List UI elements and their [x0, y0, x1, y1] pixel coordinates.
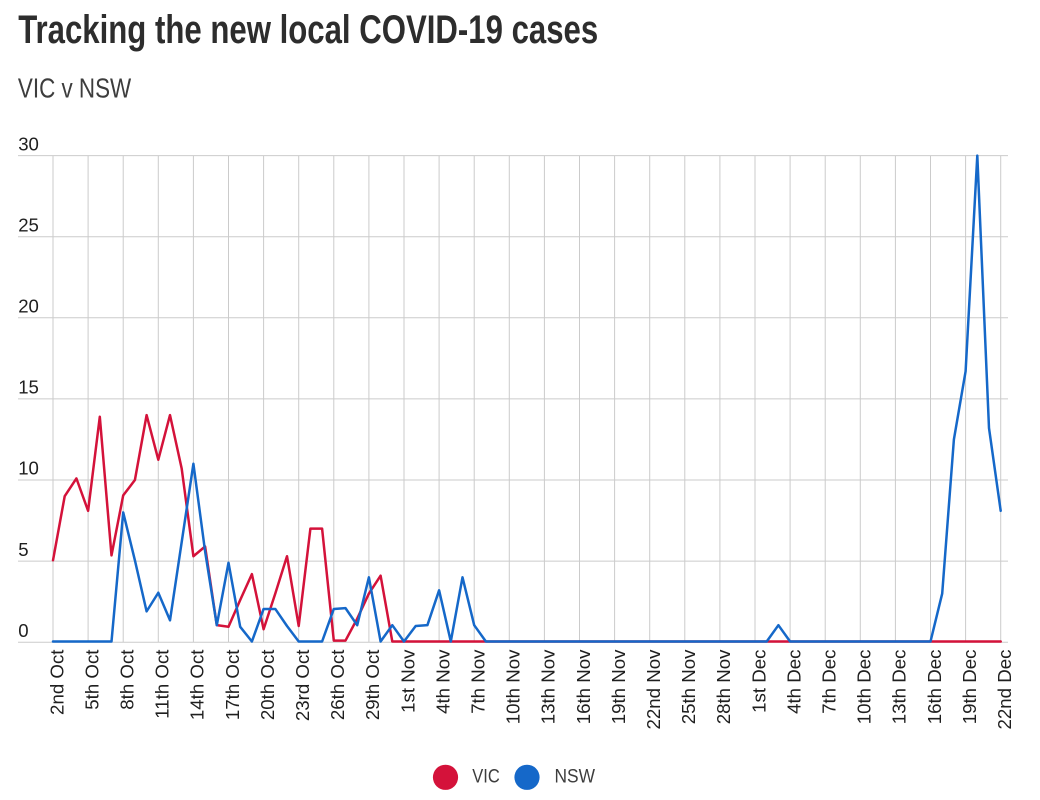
svg-text:13th Nov: 13th Nov — [538, 649, 559, 724]
svg-text:10: 10 — [18, 458, 39, 479]
svg-text:19th Nov: 19th Nov — [608, 649, 629, 724]
svg-text:29th Oct: 29th Oct — [362, 649, 383, 720]
svg-text:16th Dec: 16th Dec — [924, 650, 945, 725]
svg-text:25: 25 — [18, 214, 39, 235]
svg-text:10th Dec: 10th Dec — [854, 650, 875, 725]
svg-text:4th Dec: 4th Dec — [783, 650, 804, 714]
svg-text:17th Oct: 17th Oct — [222, 649, 243, 720]
svg-text:7th Nov: 7th Nov — [468, 649, 489, 714]
svg-text:23rd Oct: 23rd Oct — [292, 649, 313, 721]
svg-text:20: 20 — [18, 296, 39, 317]
svg-text:7th Dec: 7th Dec — [819, 650, 840, 714]
svg-text:1st Nov: 1st Nov — [397, 649, 418, 713]
svg-text:13th Dec: 13th Dec — [889, 650, 910, 725]
svg-text:10th Nov: 10th Nov — [503, 649, 524, 724]
svg-text:16th Nov: 16th Nov — [573, 649, 594, 724]
svg-text:NSW: NSW — [555, 766, 596, 788]
svg-text:15: 15 — [18, 377, 39, 398]
svg-text:20th Oct: 20th Oct — [257, 649, 278, 720]
svg-text:4th Nov: 4th Nov — [432, 649, 453, 714]
svg-text:19th Dec: 19th Dec — [959, 650, 980, 725]
svg-text:5th Oct: 5th Oct — [81, 649, 102, 710]
svg-text:11th Oct: 11th Oct — [152, 649, 173, 719]
svg-text:1st Dec: 1st Dec — [748, 650, 769, 713]
svg-text:25th Nov: 25th Nov — [678, 649, 699, 724]
svg-text:8th Oct: 8th Oct — [117, 649, 138, 710]
svg-text:VIC v NSW: VIC v NSW — [18, 73, 132, 104]
svg-text:30: 30 — [18, 133, 39, 154]
svg-text:26th Oct: 26th Oct — [327, 649, 348, 720]
svg-text:VIC: VIC — [472, 766, 500, 788]
svg-text:0: 0 — [18, 620, 28, 641]
svg-text:28th Nov: 28th Nov — [713, 649, 734, 724]
svg-text:22nd Dec: 22nd Dec — [994, 650, 1015, 730]
svg-text:14th Oct: 14th Oct — [187, 649, 208, 720]
svg-text:22nd Nov: 22nd Nov — [643, 649, 664, 730]
svg-text:5: 5 — [18, 539, 28, 560]
svg-text:2nd Oct: 2nd Oct — [46, 649, 67, 715]
svg-text:Tracking the new local COVID-1: Tracking the new local COVID-19 cases — [18, 8, 598, 52]
